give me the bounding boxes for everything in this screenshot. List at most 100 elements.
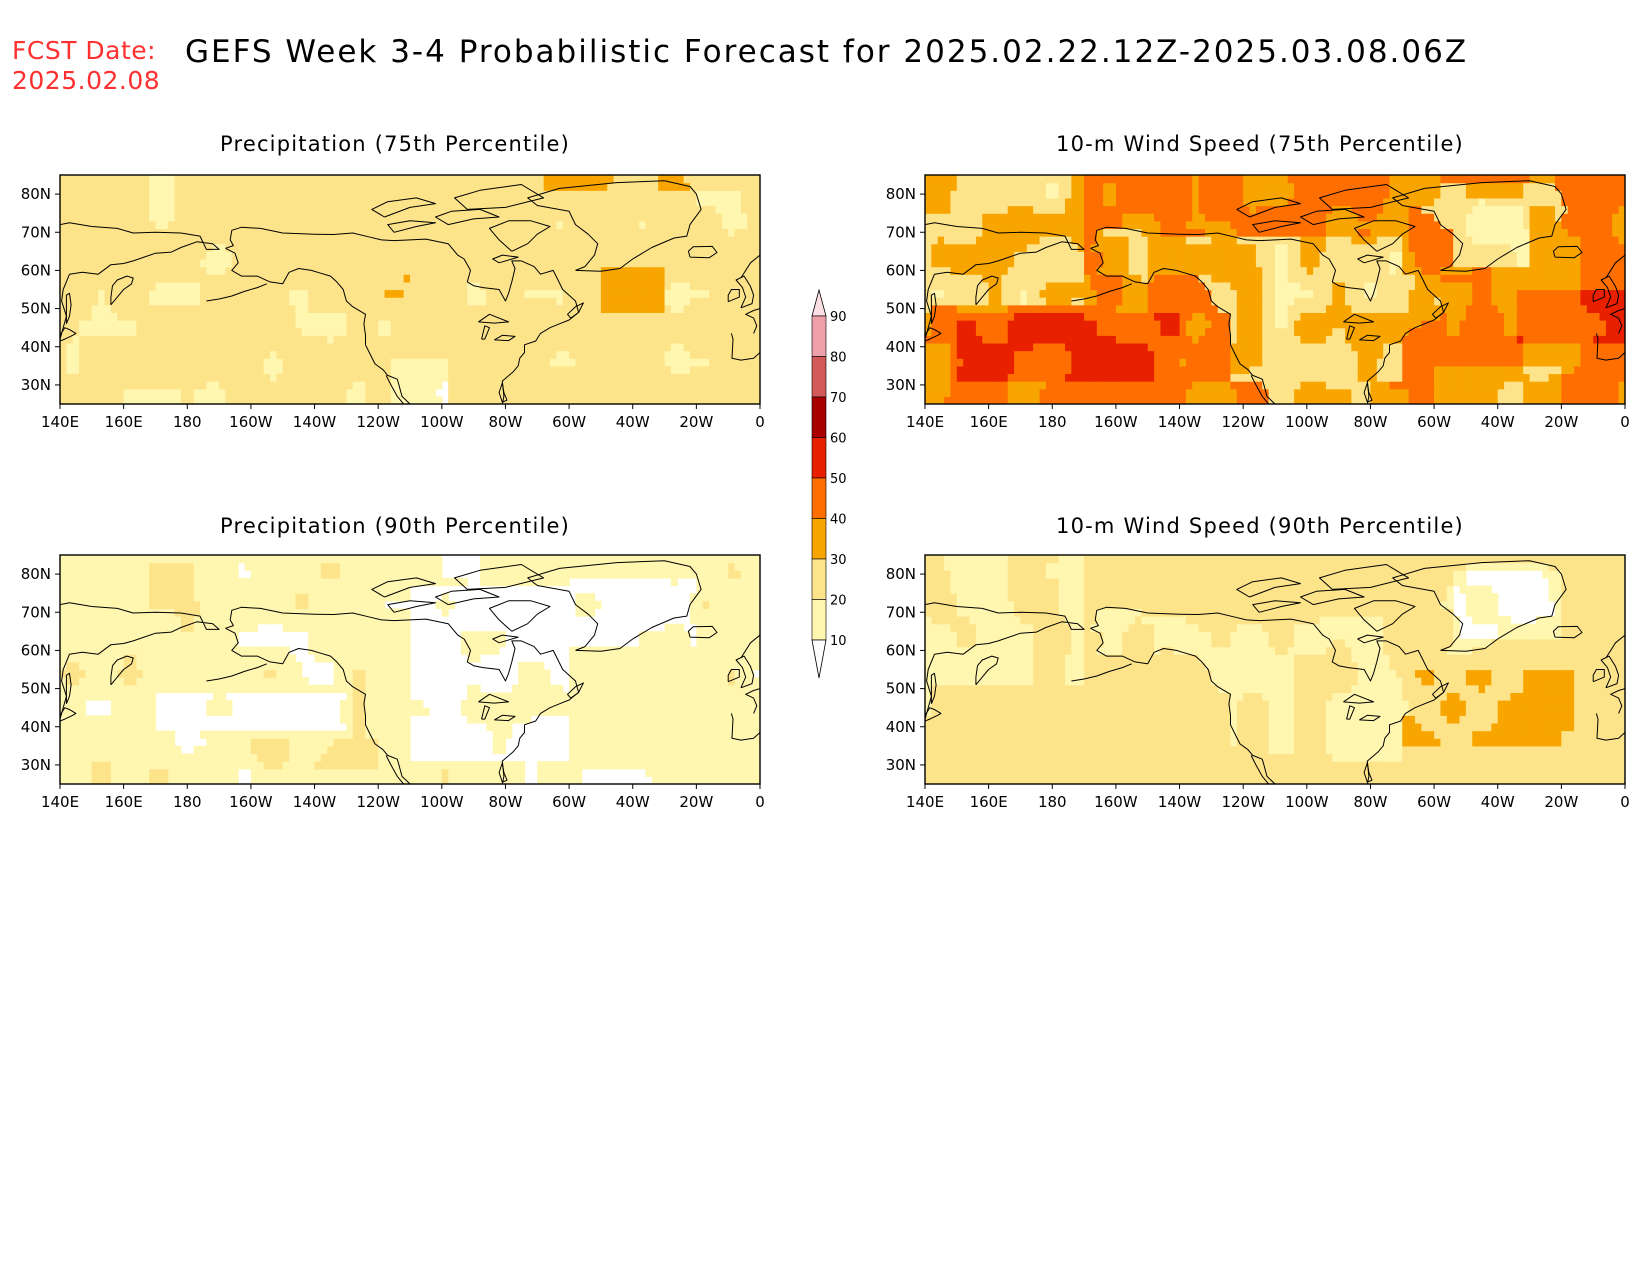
field-cell [333, 274, 341, 283]
field-cell [1255, 281, 1263, 291]
field-cell [467, 327, 475, 336]
field-cell [327, 373, 335, 382]
field-cell [690, 381, 697, 390]
field-cell [664, 342, 672, 352]
field-cell [1255, 297, 1263, 306]
field-cell [975, 281, 983, 291]
field-cell [1128, 175, 1136, 184]
field-cell [1128, 182, 1136, 191]
field-cell [1230, 388, 1238, 397]
field-cell [1033, 175, 1041, 184]
field-cell [664, 373, 672, 382]
field-cell [683, 190, 691, 199]
field-cell [480, 266, 487, 275]
field-cell [734, 289, 742, 298]
field-cell [308, 365, 316, 375]
field-cell [193, 358, 201, 367]
field-cell [390, 342, 398, 352]
field-cell [1198, 312, 1206, 321]
field-cell [320, 243, 328, 252]
field-cell [626, 258, 634, 268]
field-cell [1166, 342, 1174, 352]
field-cell [607, 281, 615, 291]
field-cell [632, 388, 640, 397]
field-cell [85, 220, 93, 230]
field-cell [690, 297, 697, 306]
field-cell [645, 396, 653, 404]
field-cell [136, 274, 144, 283]
field-cell [416, 373, 424, 382]
field-cell [1020, 312, 1028, 321]
field-cell [969, 281, 977, 291]
field-cell [575, 327, 583, 336]
field-cell [378, 175, 386, 184]
field-cell [117, 182, 125, 191]
field-cell [359, 205, 367, 214]
field-cell [1128, 381, 1136, 390]
field-cell [702, 388, 710, 397]
field-cell [104, 182, 112, 191]
field-cell [270, 281, 277, 291]
field-cell [142, 327, 150, 336]
field-cell [79, 396, 87, 404]
field-cell [1084, 381, 1092, 390]
field-cell [1154, 358, 1162, 367]
field-cell [263, 365, 271, 375]
field-cell [308, 350, 316, 359]
field-cell [1084, 373, 1092, 382]
field-cell [995, 251, 1002, 260]
field-cell [753, 228, 760, 237]
field-cell [1192, 251, 1200, 260]
field-cell [702, 342, 710, 352]
field-cell [200, 251, 207, 260]
field-cell [626, 228, 634, 237]
field-cell [1147, 350, 1155, 359]
field-cell [728, 304, 736, 313]
field-cell [505, 365, 513, 375]
field-cell [276, 236, 284, 245]
field-cell [600, 342, 608, 352]
field-cell [1205, 289, 1212, 298]
field-cell [620, 327, 627, 336]
field-cell [390, 190, 398, 199]
field-cell [435, 243, 443, 252]
field-cell [448, 350, 456, 359]
field-cell [696, 205, 704, 214]
field-cell [1179, 388, 1187, 397]
field-cell [282, 304, 290, 313]
field-cell [747, 327, 755, 336]
field-cell [950, 388, 958, 397]
field-cell [645, 350, 653, 359]
field-cell [1033, 358, 1041, 367]
field-cell [658, 220, 666, 230]
field-cell [454, 388, 462, 397]
field-cell [66, 373, 74, 382]
field-cell [244, 289, 252, 298]
field-cell [581, 320, 589, 329]
field-cell [1103, 350, 1111, 359]
field-cell [161, 289, 169, 298]
field-cell [130, 266, 137, 275]
x-tick-label: 120W [356, 413, 400, 431]
field-cell [988, 297, 996, 306]
field-cell [422, 335, 430, 344]
field-cell [282, 182, 290, 191]
field-cell [270, 350, 277, 359]
field-cell [1224, 228, 1232, 237]
field-cell [104, 388, 112, 397]
field-cell [480, 258, 487, 268]
field-cell [715, 297, 723, 306]
field-cell [193, 182, 201, 191]
field-cell [257, 258, 265, 268]
field-cell [397, 373, 405, 382]
field-cell [1230, 335, 1238, 344]
field-cell [562, 213, 570, 222]
field-cell [263, 320, 271, 329]
field-cell [734, 320, 742, 329]
field-cell [365, 266, 373, 275]
field-cell [1243, 274, 1251, 283]
field-cell [670, 381, 678, 390]
field-cell [1001, 358, 1009, 367]
field-cell [295, 266, 303, 275]
field-cell [371, 175, 379, 184]
